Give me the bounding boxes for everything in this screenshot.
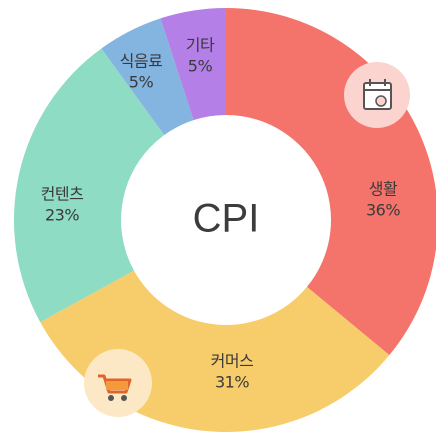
center-label: CPI — [193, 197, 260, 241]
donut-segment — [14, 48, 165, 323]
cart-icon — [84, 349, 152, 417]
donut-segment — [101, 18, 194, 136]
segment-name: 컨텐츠 — [41, 185, 84, 204]
segment-value: 5% — [129, 73, 154, 92]
segment-name: 생활 — [369, 180, 398, 199]
calendar-icon — [344, 62, 410, 128]
donut-segment — [226, 8, 436, 356]
labels: 생활 36% 커머스 31% 컨텐츠 23% 식음료 5% 기타 5% — [41, 36, 401, 392]
segment-value: 23% — [45, 206, 79, 225]
segment-name: 식음료 — [120, 52, 163, 71]
segment-value: 36% — [366, 201, 400, 220]
segment-value: 5% — [188, 57, 213, 76]
segment-name: 기타 — [186, 36, 215, 55]
segment-name: 커머스 — [211, 352, 254, 371]
segment-value: 31% — [215, 373, 249, 392]
donut-segment — [160, 8, 226, 121]
